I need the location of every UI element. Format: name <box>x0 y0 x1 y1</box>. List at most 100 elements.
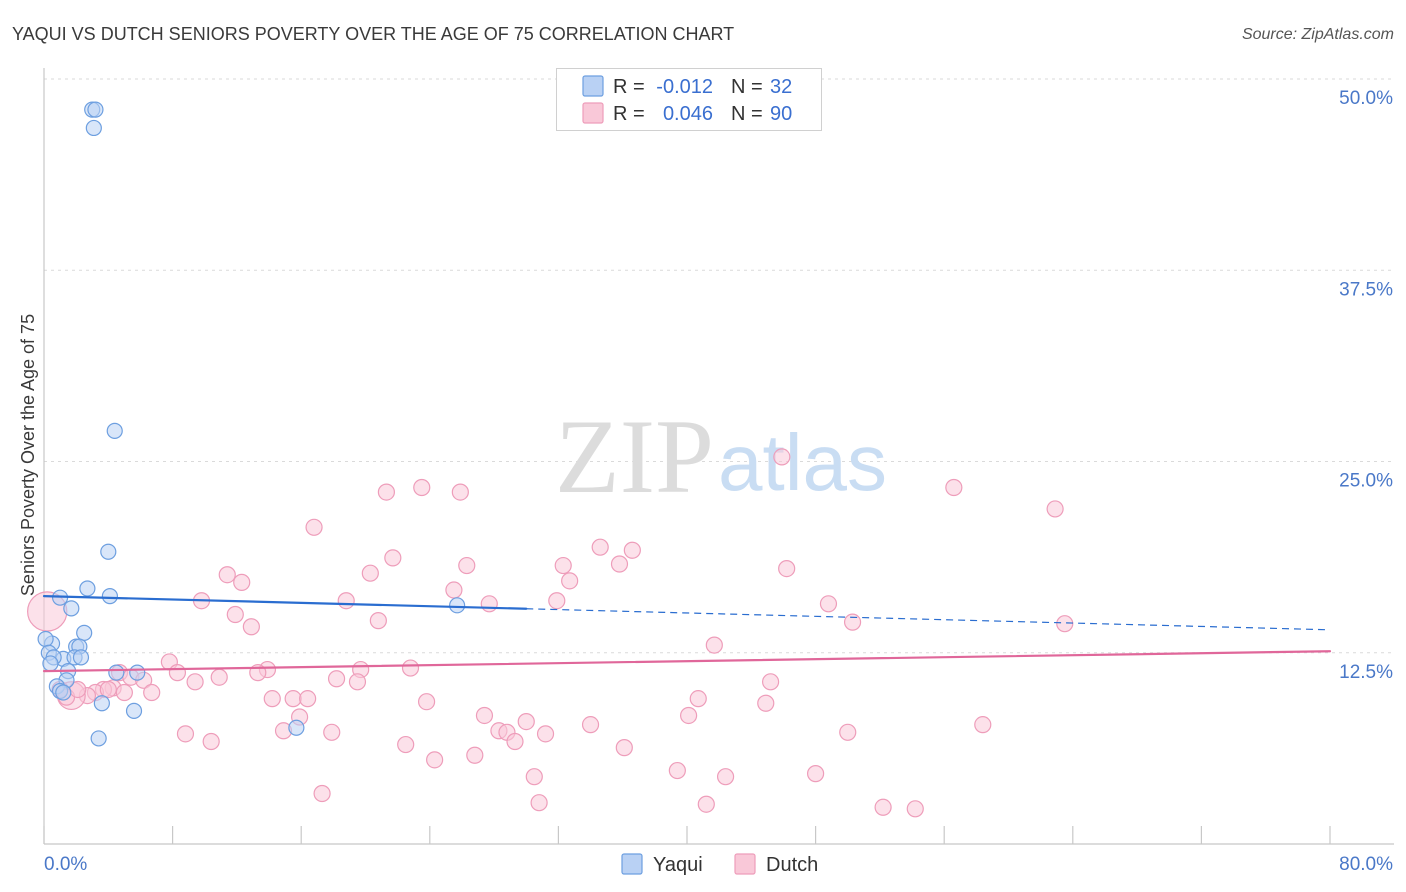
dutch-point <box>401 659 420 677</box>
legend-r-value-dutch: 0.046 <box>663 103 713 125</box>
yaqui-point <box>42 655 59 672</box>
dutch-point <box>757 694 775 712</box>
grid: 50.0% 37.5% 25.0% 12.5% <box>44 78 1394 683</box>
dutch-point <box>705 636 723 654</box>
chart-source: Source: ZipAtlas.com <box>1242 26 1394 43</box>
dutch-point <box>697 795 715 813</box>
dutch-point <box>517 712 535 731</box>
legend-n-label-dutch: N = <box>731 103 763 125</box>
dutch-point <box>263 690 281 708</box>
dutch-point <box>313 784 331 803</box>
dutch-point <box>591 538 609 556</box>
legend-n-value-dutch: 90 <box>770 103 792 125</box>
dutch-point <box>506 732 524 751</box>
dutch-point <box>548 592 566 610</box>
dutch-point <box>445 581 463 599</box>
yaqui-point <box>100 543 117 560</box>
dutch-point <box>680 706 698 725</box>
yaqui-point <box>37 630 54 648</box>
chart-title: YAQUI VS DUTCH SENIORS POVERTY OVER THE … <box>12 24 734 44</box>
yaqui-point <box>125 702 143 719</box>
legend-r-label-dutch: R = <box>613 103 645 125</box>
yaqui-trend-line <box>42 595 528 610</box>
yaqui-point <box>101 588 119 605</box>
dutch-point <box>945 478 963 497</box>
dutch-point <box>361 564 379 582</box>
y-axis-label: Seniors Poverty Over the Age of 75 <box>18 314 38 596</box>
dutch-point <box>168 664 187 682</box>
dutch-point <box>689 690 707 708</box>
dutch-point <box>458 556 476 575</box>
y-tick-label: 25.0% <box>1339 471 1393 492</box>
dutch-point <box>536 725 555 743</box>
yaqui-point <box>76 624 93 641</box>
series-legend-label-dutch: Dutch <box>766 854 818 876</box>
dutch-point <box>581 716 600 734</box>
dutch-point <box>233 573 251 591</box>
x-tick-label: 0.0% <box>44 854 87 875</box>
dutch-point <box>305 518 323 536</box>
dutch-point <box>778 559 796 578</box>
dutch-point <box>210 668 228 686</box>
yaqui-point <box>87 101 104 118</box>
dutch-point <box>1046 500 1064 518</box>
dutch-point <box>475 706 494 725</box>
axes: 0.0% 80.0% <box>43 68 1394 875</box>
yaqui-point <box>93 695 110 712</box>
dutch-point <box>761 673 780 691</box>
dutch-point <box>525 768 543 786</box>
dutch-trend-line <box>42 650 1332 673</box>
dutch-point <box>327 670 346 688</box>
yaqui-point <box>106 422 123 439</box>
dutch-point <box>716 768 735 786</box>
dutch-point <box>176 725 195 743</box>
dutch-point <box>426 751 444 769</box>
watermark-zip: ZIP <box>555 398 714 515</box>
yaqui-points <box>37 101 466 747</box>
dutch-point <box>1056 615 1074 633</box>
dutch-point <box>839 723 857 741</box>
dutch-point <box>115 683 133 702</box>
dutch-point <box>226 605 244 624</box>
legend-n-label-yaqui: N = <box>731 76 763 98</box>
dutch-point <box>773 448 791 466</box>
series-legend-swatch-yaqui <box>621 853 643 875</box>
yaqui-point <box>129 664 146 681</box>
dutch-point <box>99 680 117 699</box>
dutch-point <box>843 613 862 631</box>
dutch-point <box>377 483 395 501</box>
dutch-point <box>384 549 402 567</box>
yaqui-point <box>90 730 107 747</box>
watermark: ZIP atlas <box>555 398 887 515</box>
stats-legend: R = -0.012 N = 32 R = 0.046 N = 90 <box>556 68 822 131</box>
watermark-atlas: atlas <box>718 418 887 507</box>
y-tick-label: 37.5% <box>1339 279 1393 300</box>
yaqui-point <box>55 684 72 701</box>
dutch-point <box>806 765 825 783</box>
dutch-point <box>323 723 341 741</box>
yaqui-point <box>79 580 96 597</box>
dutch-point <box>668 761 686 780</box>
dutch-point <box>186 673 204 691</box>
x-tick-label: 80.0% <box>1339 854 1393 875</box>
dutch-point <box>610 555 629 573</box>
dutch-point <box>615 739 633 757</box>
dutch-point <box>906 800 924 818</box>
legend-r-value-yaqui: -0.012 <box>656 76 713 98</box>
dutch-point <box>337 592 355 610</box>
dutch-point <box>530 794 548 812</box>
dutch-point <box>623 541 641 559</box>
yaqui-point <box>72 649 90 666</box>
trend-lines <box>42 595 1332 673</box>
dutch-point <box>202 732 220 751</box>
dutch-point <box>466 746 484 764</box>
dutch-point <box>242 618 260 636</box>
yaqui-point <box>108 664 125 681</box>
dutch-point <box>143 683 161 702</box>
dutch-points <box>27 448 1074 818</box>
legend-swatch-dutch <box>582 102 604 124</box>
series-legend-swatch-dutch <box>734 853 756 875</box>
yaqui-point <box>85 119 102 137</box>
dutch-point <box>561 572 579 590</box>
